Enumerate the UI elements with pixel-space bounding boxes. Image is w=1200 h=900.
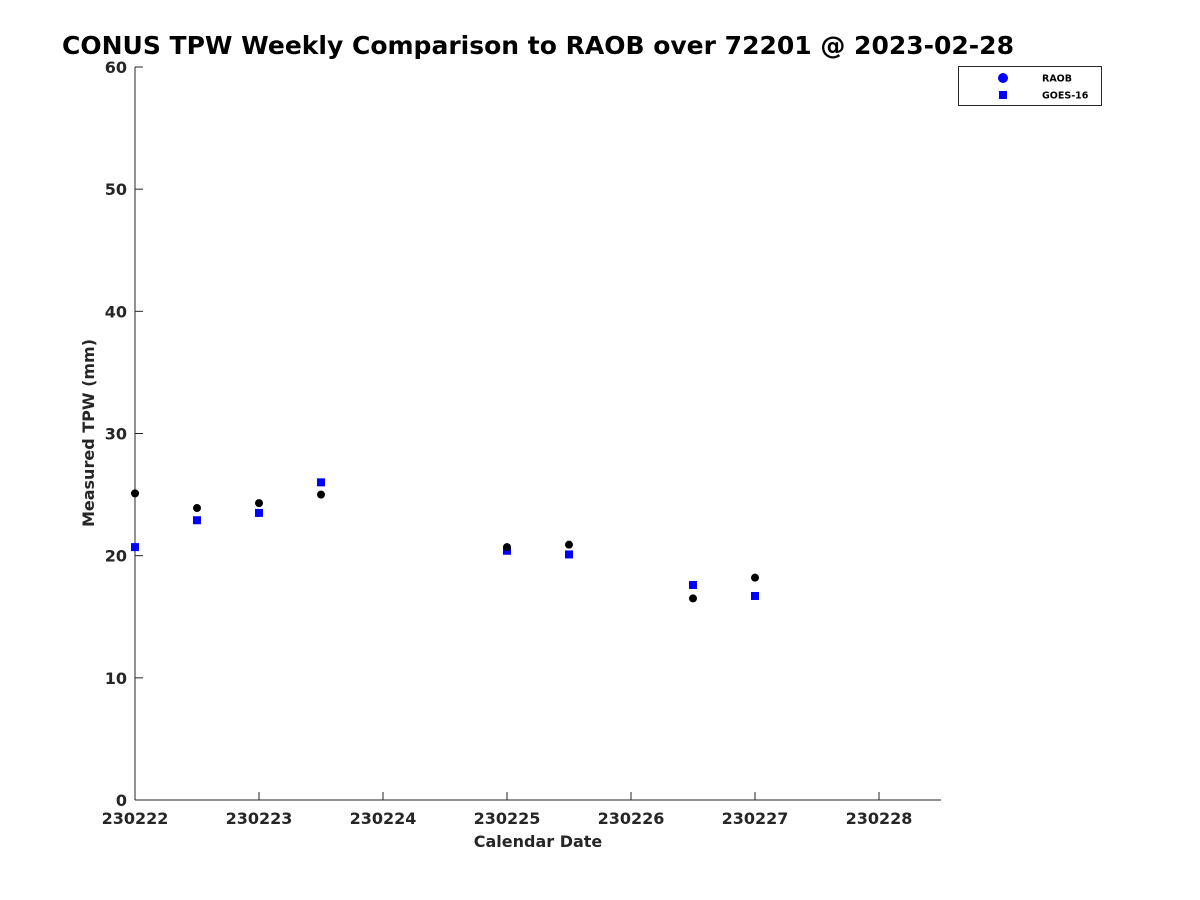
raob-point <box>689 594 697 603</box>
x-axis-label: Calendar Date <box>474 832 603 851</box>
raob-point <box>565 540 573 549</box>
legend-label: GOES-16 <box>1042 91 1089 102</box>
y-tick-label: 10 <box>105 669 127 688</box>
y-tick-label: 50 <box>105 180 127 199</box>
x-tick-label: 230225 <box>474 809 541 828</box>
x-tick-label: 230226 <box>598 809 665 828</box>
y-tick-label: 60 <box>105 58 127 77</box>
raob-point <box>255 499 263 508</box>
chart-title: CONUS TPW Weekly Comparison to RAOB over… <box>62 31 1014 60</box>
legend-box <box>958 66 1102 106</box>
goes16-point <box>689 580 697 589</box>
x-tick-label: 230227 <box>722 809 789 828</box>
series-goes-16 <box>131 478 759 600</box>
goes16-point <box>193 516 201 525</box>
legend-goes16-marker <box>999 91 1007 99</box>
y-tick-label: 0 <box>116 791 127 810</box>
goes16-point <box>317 478 325 487</box>
goes16-point <box>131 543 139 552</box>
x-tick-label: 230228 <box>846 809 913 828</box>
legend: RAOB GOES-16 <box>958 66 1102 106</box>
raob-point <box>503 543 511 552</box>
y-tick-label: 20 <box>105 547 127 566</box>
goes16-point <box>255 508 263 517</box>
y-axis-ticks: 0 10 20 30 40 50 60 <box>105 58 143 810</box>
y-tick-label: 40 <box>105 302 127 321</box>
x-tick-label: 230223 <box>226 809 293 828</box>
x-tick-label: 230222 <box>102 809 169 828</box>
x-axis-ticks: 230222 230223 230224 230225 230226 230227 2302… <box>102 792 913 828</box>
legend-raob-marker <box>998 73 1008 83</box>
raob-point <box>751 573 759 582</box>
y-axis-label: Measured TPW (mm) <box>79 339 98 527</box>
series-raob <box>131 489 759 603</box>
raob-point <box>131 489 139 498</box>
goes16-point <box>565 550 573 559</box>
data-series <box>131 478 759 603</box>
legend-label: RAOB <box>1042 74 1072 85</box>
raob-point <box>317 490 325 499</box>
goes16-point <box>751 591 759 600</box>
raob-point <box>193 504 201 513</box>
y-tick-label: 30 <box>105 425 127 444</box>
x-tick-label: 230224 <box>350 809 417 828</box>
